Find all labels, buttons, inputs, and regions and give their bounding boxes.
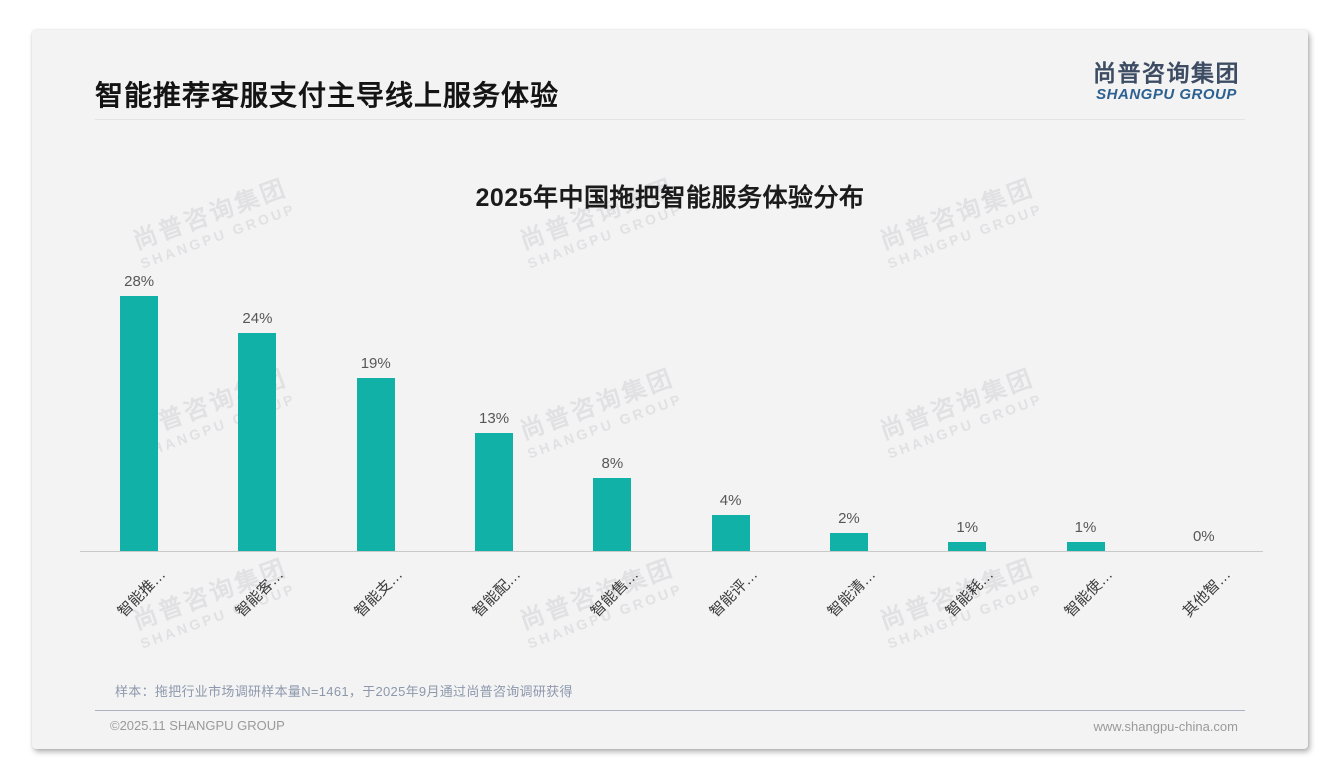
page-title: 智能推荐客服支付主导线上服务体验: [95, 80, 560, 111]
x-axis-labels: 智能推… 智能客… 智能支… 智能配… 智能售… 智能评… 智能清… 智能耗… 智能使… 其他智…: [80, 552, 1263, 662]
x-axis-category-label: 智能推…: [114, 566, 170, 621]
footer-divider: [95, 710, 1245, 711]
x-axis-category-label: 智能耗…: [942, 566, 998, 621]
bar-column: 0%: [1145, 271, 1263, 551]
bar-column: 1%: [908, 271, 1026, 551]
copyright-text: ©2025.11 SHANGPU GROUP: [110, 718, 285, 733]
bar-value-label: 13%: [479, 409, 510, 427]
x-axis-category-label: 其他智…: [1179, 566, 1234, 621]
bar-value-label: 19%: [360, 355, 391, 373]
bar-value-label: 28%: [124, 273, 155, 291]
bar: [829, 532, 868, 551]
x-axis-category-label: 智能清…: [824, 566, 880, 621]
bar-column: 19%: [317, 271, 435, 551]
logo-english-text: SHANGPU GROUP: [1096, 86, 1237, 104]
bar-value-label: 0%: [1192, 528, 1215, 545]
bar: [1066, 541, 1105, 551]
bar: [593, 478, 632, 551]
website-link[interactable]: www.shangpu-china.com: [1093, 719, 1238, 734]
x-axis-category-label: 智能评…: [706, 566, 761, 621]
bar: [711, 514, 750, 551]
company-logo: 尚普咨询集团 SHANGPU GROUP: [1093, 60, 1240, 104]
bar-column: 1%: [1026, 271, 1144, 551]
header-divider: [95, 119, 1245, 120]
bar: [356, 378, 395, 551]
bar: [238, 332, 277, 551]
bar-column: 2%: [790, 271, 908, 551]
bar-value-label: 8%: [601, 455, 624, 473]
x-axis-category-label: 智能使…: [1061, 566, 1116, 621]
logo-chinese-text: 尚普咨询集团: [1093, 60, 1240, 86]
bar-column: 4%: [671, 271, 789, 551]
x-axis-category-label: 智能售…: [588, 566, 643, 621]
bar: [475, 432, 514, 551]
chart-title: 2025年中国拖把智能服务体验分布: [475, 184, 865, 212]
x-axis-category-label: 智能配…: [469, 566, 525, 621]
bar-value-label: 24%: [242, 309, 273, 327]
x-axis-category-label: 智能支…: [351, 566, 406, 621]
plot-area: 28% 24% 19% 13% 8% 4% 2% 1% 1% 0%: [80, 271, 1263, 552]
bar-value-label: 1%: [956, 518, 979, 536]
bar-column: 13%: [435, 271, 553, 551]
bar: [120, 296, 159, 551]
bar-value-label: 4%: [719, 491, 742, 509]
x-axis-category-label: 智能客…: [233, 566, 288, 621]
source-note: 样本：拖把行业市场调研样本量N=1461，于2025年9月通过尚普咨询调研获得: [115, 684, 573, 699]
slide-card: 尚普咨询集团 SHANGPU GROUP 尚普咨询集团 SHANGPU GROUP 尚普…: [32, 30, 1308, 749]
bar-value-label: 2%: [838, 509, 860, 527]
bar-column: 8%: [553, 271, 671, 551]
bar: [948, 541, 987, 551]
bar-value-label: 1%: [1074, 518, 1097, 536]
bar-column: 24%: [198, 271, 316, 551]
bar-column: 28%: [80, 271, 198, 551]
